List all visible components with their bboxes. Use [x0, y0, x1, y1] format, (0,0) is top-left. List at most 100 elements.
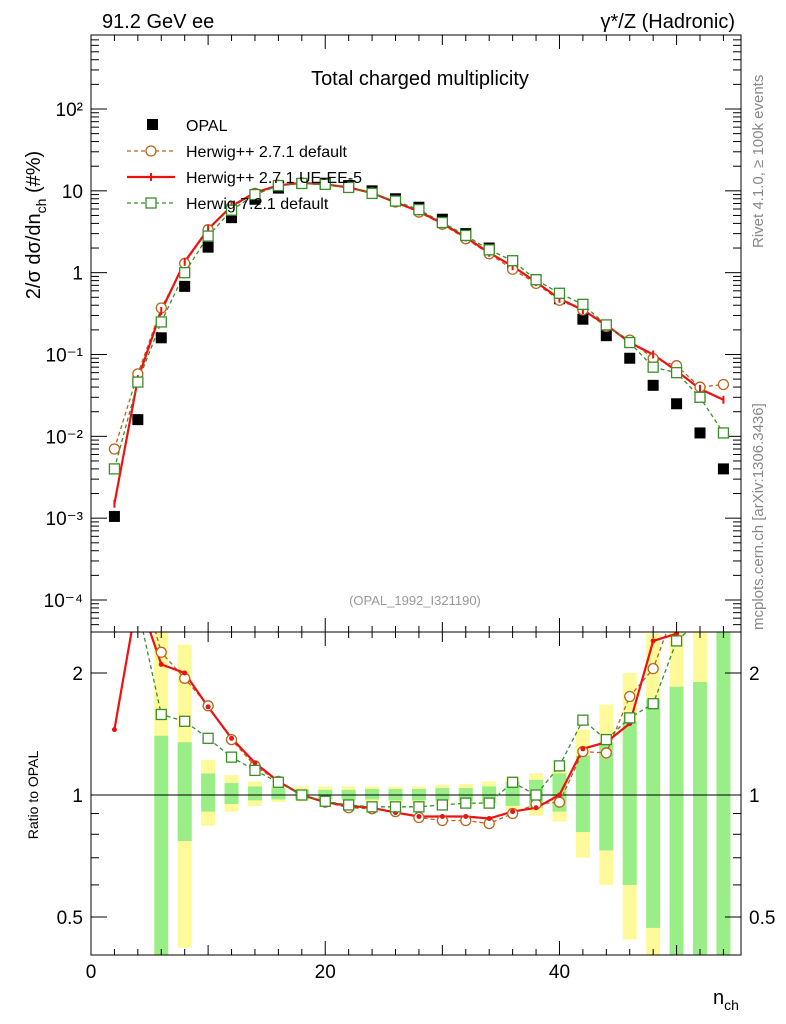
- uncertainty-band-inner: [599, 742, 614, 851]
- herwig-721-default-point: [249, 188, 261, 201]
- ratio-ue-ee5-point: [416, 814, 422, 820]
- data-point: [132, 414, 144, 426]
- ratio-ue-ee5-point: [439, 814, 445, 820]
- ratio-herwig-271-default-point: [624, 690, 636, 703]
- herwig-721-default-point: [202, 230, 214, 242]
- ratio-ue-ee5-point: [135, 593, 140, 598]
- ratio-ue-ee5-point: [252, 760, 258, 766]
- data-point: [671, 398, 683, 410]
- data-point: [600, 330, 612, 342]
- ratio-herwig-721-default-point: [133, 603, 143, 613]
- data-point: [694, 427, 706, 439]
- ratio-herwig-271-default-point: [155, 646, 167, 658]
- ratio-ue-ee5-point: [158, 661, 164, 667]
- legend-label: OPAL: [186, 118, 228, 135]
- header-left-label: 91.2 GeV ee: [102, 11, 214, 33]
- legend-entry: Herwig 7.2.1 default: [127, 196, 329, 213]
- ratio-herwig-721-default-point: [695, 615, 705, 625]
- uncertainty-band-inner: [622, 721, 637, 885]
- data-point: [202, 241, 214, 253]
- uncertainty-band-inner: [365, 788, 380, 800]
- uncertainty-band-inner: [575, 755, 590, 833]
- data-point: [717, 463, 729, 475]
- uncertainty-band-inner: [224, 783, 239, 805]
- herwig-721-default-point: [717, 427, 730, 439]
- x-tick-label: 40: [549, 962, 570, 983]
- legend-label: Herwig++ 2.7.1 default: [186, 144, 348, 161]
- uncertainty-band-inner: [271, 788, 286, 800]
- ratio-herwig-721-default-point: [670, 635, 683, 647]
- x-axis-label: nch: [713, 987, 739, 1013]
- ratio-herwig-721-default-point: [366, 801, 378, 813]
- ratio-herwig-721-default-point: [483, 797, 495, 809]
- y-tick-label: 10²: [56, 100, 83, 121]
- herwig-721-default-point: [179, 267, 191, 279]
- legend-marker: [145, 145, 157, 157]
- legend-label: Herwig 7.2.1 default: [186, 196, 329, 213]
- herwig-721-default-point: [647, 361, 659, 373]
- ratio-herwig-721-default-point: [109, 555, 119, 565]
- x-tick-label: 0: [86, 962, 97, 983]
- mcplots-label: mcplots.cern.ch [arXiv:1306.3436]: [750, 403, 767, 630]
- ratio-herwig-721-default-point: [530, 789, 542, 801]
- data-point: [155, 332, 167, 344]
- herwig-721-default-point: [460, 229, 472, 242]
- ratio-herwig-721-default-point: [506, 776, 519, 788]
- x-tick-label: 20: [315, 962, 336, 983]
- ratio-herwig-721-default-point: [577, 714, 589, 726]
- main-plot-panel: Total charged multiplicity (OPAL_1992_I3…: [44, 34, 742, 633]
- herwig-721-default-point: [694, 391, 706, 403]
- ratio-herwig-271-default-point: [553, 796, 566, 808]
- ratio-herwig-721-default-point: [179, 715, 191, 727]
- ratio-herwig-271-default-point: [600, 747, 612, 759]
- herwig-721-default-point: [155, 316, 167, 328]
- ratio-herwig-721-default-point: [436, 799, 449, 811]
- herwig-721-default-point: [436, 216, 449, 229]
- herwig-721-default-point: [389, 195, 402, 207]
- ratio-herwig-721-default-point: [296, 789, 308, 801]
- herwig-721-default-point: [670, 367, 683, 379]
- herwig-721-default-point: [553, 287, 566, 299]
- herwig-721-default-point: [577, 298, 589, 311]
- analysis-id-label: (OPAL_1992_I321190): [349, 593, 481, 608]
- ratio-plot-frame: [90, 631, 742, 956]
- ratio-herwig-721-default-point: [647, 698, 659, 710]
- y-tick-label: 10: [62, 182, 83, 203]
- header-right-label: γ*/Z (Hadronic): [601, 11, 735, 33]
- herwig-721-default-point: [272, 179, 285, 192]
- ratio-herwig-271-default-point: [647, 663, 659, 675]
- y-tick-label: 10⁻¹: [46, 346, 84, 367]
- ratio-herwig-721-default-point: [389, 801, 402, 813]
- legend-entry: Herwig++ 2.7.1 default: [127, 144, 348, 161]
- ratio-y-tick-label-right: 0.5: [749, 908, 775, 929]
- herwig-721-default-point: [225, 204, 238, 216]
- ratio-ue-ee5-point: [463, 814, 469, 820]
- ratio-y-tick-label: 2: [72, 664, 83, 685]
- ratio-y-tick-label-right: 2: [749, 664, 760, 685]
- herwig-721-default-point: [366, 187, 378, 200]
- herwig-721-default-point: [600, 319, 612, 331]
- herwig-721-default-point: [343, 181, 355, 194]
- ratio-herwig-721-default-point: [718, 612, 728, 622]
- plot-title: Total charged multiplicity: [311, 68, 529, 90]
- y-tick-label: 10⁻³: [46, 509, 84, 530]
- ratio-ue-ee5-point: [580, 746, 586, 752]
- ratio-herwig-721-default-point: [155, 708, 167, 721]
- ratio-herwig-721-default-point: [600, 733, 612, 746]
- ratio-herwig-721-default-point: [319, 795, 331, 807]
- ratio-herwig-271-default-point: [672, 600, 682, 610]
- y-tick-label: 10⁻⁴: [44, 591, 83, 612]
- ratio-ue-ee5-point: [111, 727, 117, 733]
- ratio-ue-ee5-point: [650, 638, 656, 644]
- herwig-721-default-point: [483, 244, 495, 256]
- ratio-ue-ee5-point: [698, 582, 703, 587]
- herwig-721-default-point: [413, 203, 425, 216]
- ratio-herwig-721-default-point: [343, 799, 355, 811]
- uncertainty-band-inner: [177, 742, 192, 842]
- legend-entry: OPAL: [147, 118, 228, 135]
- mc-line-dashed-circle: [113, 182, 724, 450]
- legend-label: Herwig++ 2.7.1 UE-EE-5: [186, 170, 362, 187]
- ratio-herwig-721-default-point: [202, 732, 214, 744]
- ratio-herwig-271-default-point: [133, 565, 143, 575]
- ratio-ue-ee5-point: [182, 670, 188, 676]
